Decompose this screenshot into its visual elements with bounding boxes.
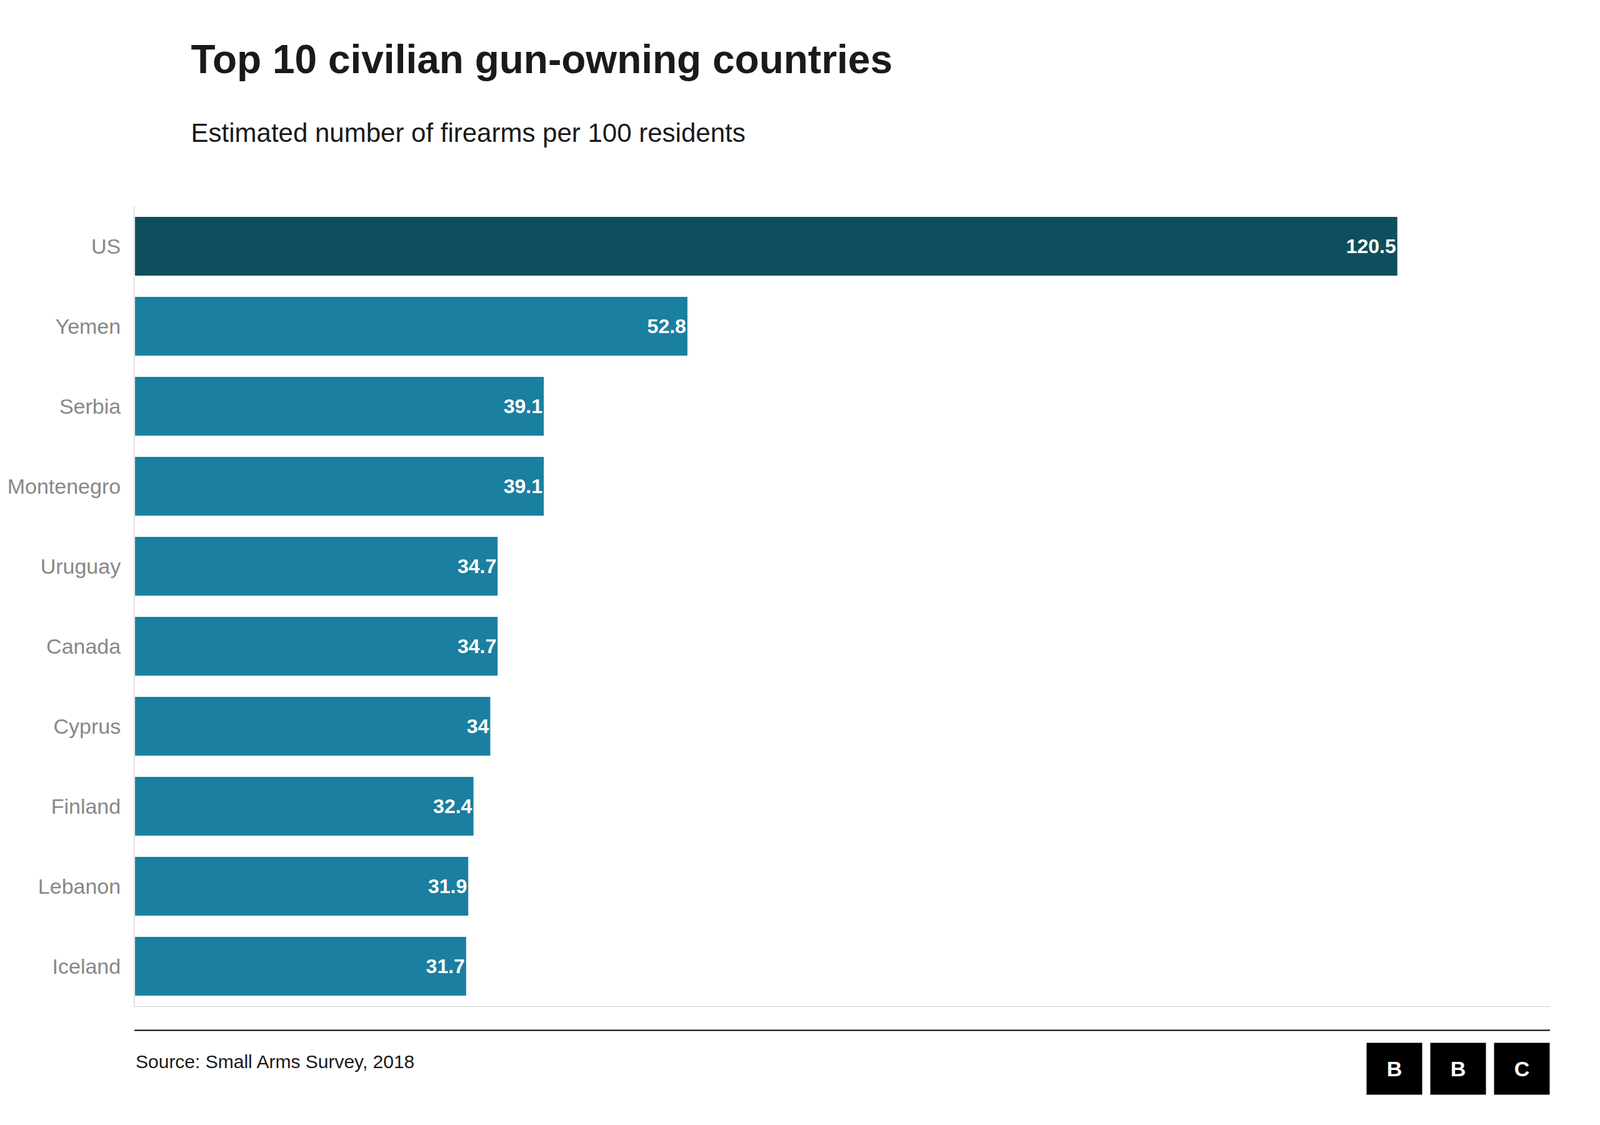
svg-text:Estimated number of firearms p: Estimated number of firearms per 100 res… bbox=[191, 118, 746, 148]
svg-text:Serbia: Serbia bbox=[59, 394, 121, 419]
svg-text:31.9: 31.9 bbox=[428, 875, 467, 898]
svg-text:31.7: 31.7 bbox=[426, 955, 465, 978]
svg-text:120.5: 120.5 bbox=[1346, 235, 1397, 258]
svg-text:Lebanon: Lebanon bbox=[38, 874, 121, 899]
svg-text:34: 34 bbox=[466, 715, 490, 738]
svg-text:Cyprus: Cyprus bbox=[53, 714, 121, 739]
svg-text:C: C bbox=[1514, 1056, 1530, 1081]
svg-text:32.4: 32.4 bbox=[433, 795, 472, 818]
svg-text:Uruguay: Uruguay bbox=[40, 554, 122, 579]
svg-text:Canada: Canada bbox=[46, 634, 121, 659]
svg-text:Montenegro: Montenegro bbox=[7, 474, 121, 499]
svg-text:Source: Small Arms Survey, 201: Source: Small Arms Survey, 2018 bbox=[135, 1051, 415, 1072]
svg-text:39.1: 39.1 bbox=[503, 475, 543, 498]
svg-text:B: B bbox=[1450, 1056, 1467, 1081]
svg-text:52.8: 52.8 bbox=[647, 315, 687, 338]
svg-text:B: B bbox=[1386, 1056, 1403, 1081]
svg-text:Finland: Finland bbox=[51, 794, 122, 819]
svg-text:Iceland: Iceland bbox=[52, 954, 122, 979]
svg-text:US: US bbox=[91, 234, 121, 259]
svg-text:39.1: 39.1 bbox=[503, 395, 543, 418]
svg-text:Top 10 civilian gun-owning cou: Top 10 civilian gun-owning countries bbox=[191, 36, 893, 82]
svg-text:Yemen: Yemen bbox=[55, 314, 122, 339]
svg-text:34.7: 34.7 bbox=[457, 555, 497, 578]
svg-text:34.7: 34.7 bbox=[457, 635, 497, 658]
